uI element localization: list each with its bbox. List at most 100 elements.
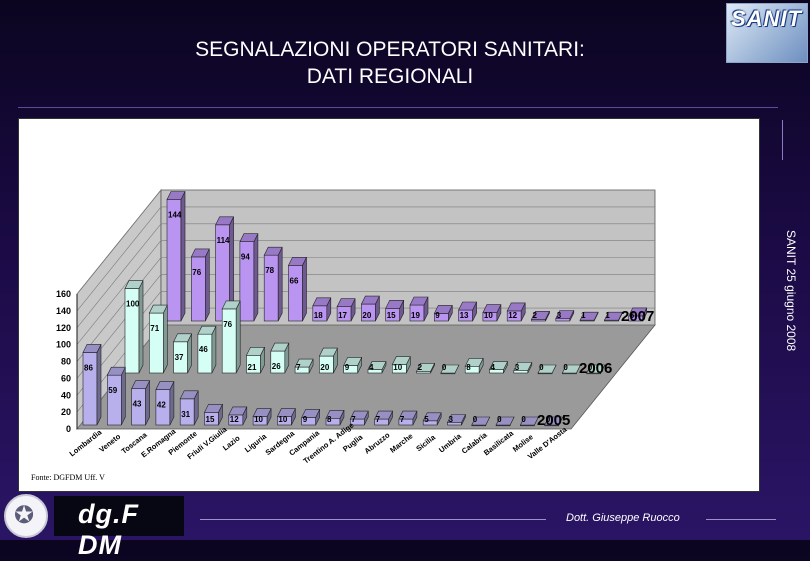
- data-label: 10: [278, 415, 287, 424]
- bar-top: [263, 246, 283, 256]
- bar-top: [391, 356, 411, 365]
- bar-top: [458, 301, 478, 311]
- bar-side: [138, 280, 144, 374]
- bar-top: [506, 302, 526, 312]
- bar-top: [166, 191, 186, 200]
- category-label: Basilicata: [482, 428, 516, 457]
- data-label: 8: [327, 415, 332, 424]
- data-label: 7: [400, 415, 405, 424]
- data-label: 2: [418, 363, 423, 372]
- data-label: 31: [181, 410, 190, 419]
- bar-top: [325, 409, 345, 419]
- data-label: 0: [563, 363, 568, 372]
- bar-top: [270, 342, 290, 352]
- bar-top: [221, 300, 241, 310]
- bar-top: [349, 410, 369, 420]
- data-label: 37: [175, 353, 184, 362]
- bar-top: [519, 416, 539, 426]
- data-label: 7: [296, 363, 301, 372]
- side-text: SANIT 25 giugno 2008: [784, 230, 798, 352]
- data-label: 10: [254, 415, 263, 424]
- bar-side: [163, 304, 168, 374]
- bar-top: [628, 307, 648, 317]
- category-label: Sicilia: [414, 432, 437, 453]
- y-tick-label: 140: [56, 306, 71, 316]
- data-label: 0: [473, 415, 478, 424]
- data-label: 9: [345, 363, 350, 372]
- bar-top: [82, 344, 102, 353]
- legend-label: 2005: [537, 412, 570, 429]
- legend-label: 2007: [621, 308, 654, 325]
- sanit-logo: SANIT: [726, 3, 808, 63]
- data-label: 18: [314, 311, 323, 320]
- bar-top: [204, 403, 223, 413]
- bar-top: [489, 361, 508, 370]
- data-label: 0: [588, 363, 593, 372]
- bar-top: [106, 366, 126, 376]
- data-label: 94: [241, 253, 250, 262]
- bar-top: [155, 381, 175, 390]
- bar-top: [385, 300, 405, 309]
- data-label: 5: [424, 415, 429, 424]
- bar-top: [294, 358, 314, 368]
- bar-top: [579, 311, 599, 321]
- category-label: Marche: [388, 431, 414, 454]
- data-label: 7: [351, 415, 356, 424]
- data-label: 2: [533, 311, 538, 320]
- bar: [221, 308, 237, 374]
- bar-top: [416, 363, 436, 372]
- data-label: 71: [150, 324, 159, 333]
- data-label: 10: [484, 311, 493, 320]
- gridline: [76, 291, 655, 396]
- brand-box: dg.F DM: [54, 496, 184, 560]
- y-tick-label: 160: [56, 289, 71, 299]
- data-label: 3: [515, 363, 520, 372]
- bar-top: [179, 390, 199, 400]
- gridline: [76, 274, 655, 379]
- data-label: 9: [435, 311, 440, 320]
- divider-right: [782, 120, 783, 160]
- bar-side: [302, 257, 307, 322]
- bar-top: [124, 280, 144, 289]
- data-label: 6: [630, 311, 635, 320]
- data-label: 12: [230, 415, 239, 424]
- data-label: 20: [320, 363, 329, 372]
- bar-side: [205, 248, 210, 322]
- bar-top: [561, 364, 581, 374]
- bar-top: [398, 410, 418, 420]
- data-label: 4: [491, 363, 496, 372]
- republic-emblem: ✪: [4, 494, 48, 538]
- bar-top: [343, 357, 363, 366]
- data-label: 15: [206, 415, 215, 424]
- data-label: 86: [84, 363, 93, 372]
- data-label: 19: [411, 311, 420, 320]
- bar-top: [482, 304, 502, 313]
- bar-side: [121, 367, 126, 426]
- bar-top: [215, 216, 235, 226]
- data-label: 1: [581, 311, 586, 320]
- bar-top: [318, 347, 338, 357]
- data-label: 0: [442, 363, 447, 372]
- bar: [263, 254, 279, 322]
- bar-top: [301, 409, 321, 418]
- bar-top: [422, 412, 442, 422]
- data-label: 42: [157, 401, 166, 410]
- data-label: 0: [521, 415, 526, 424]
- y-tick-label: 100: [56, 340, 71, 350]
- data-label: 7: [376, 415, 381, 424]
- bar-top: [603, 311, 623, 321]
- data-label: 15: [387, 311, 396, 320]
- bar-top: [312, 297, 332, 307]
- data-label: 17: [338, 311, 347, 320]
- bar-top: [471, 416, 491, 426]
- bar: [191, 256, 206, 322]
- bar-side: [96, 344, 102, 426]
- divider-top: [18, 107, 778, 108]
- data-label: 66: [290, 276, 299, 285]
- page-title: SEGNALAZIONI OPERATORI SANITARI: DATI RE…: [170, 36, 610, 90]
- title-line-1: SEGNALAZIONI OPERATORI SANITARI:: [195, 38, 585, 61]
- footer-line-left: [200, 519, 546, 520]
- data-label: 0: [546, 415, 551, 424]
- legend-label: 2006: [579, 360, 612, 377]
